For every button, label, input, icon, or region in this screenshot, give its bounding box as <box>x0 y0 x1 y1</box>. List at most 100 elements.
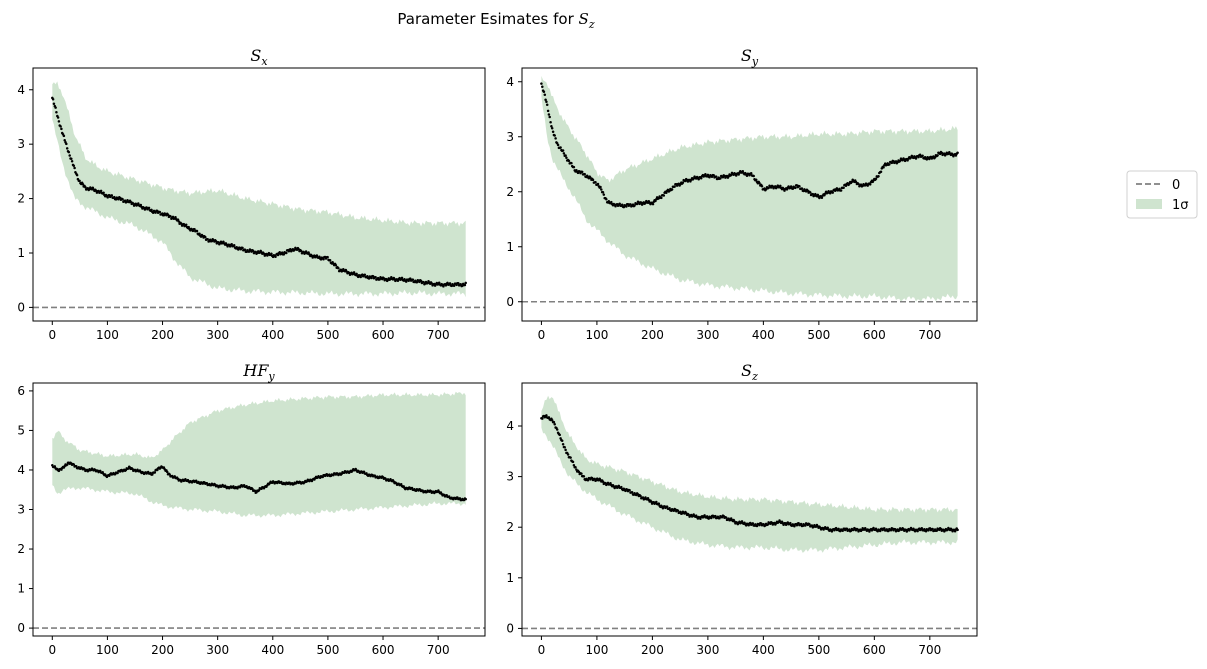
estimate-point <box>601 191 605 194</box>
estimate-point <box>681 181 685 184</box>
estimate-point <box>555 428 559 431</box>
plot-area <box>33 81 485 309</box>
estimate-point <box>601 480 605 483</box>
estimate-point <box>857 182 860 186</box>
x-tick-label: 500 <box>807 328 830 342</box>
estimate-point <box>882 166 885 169</box>
estimate-point <box>755 524 759 528</box>
estimate-point <box>676 509 680 512</box>
estimate-point <box>57 120 61 123</box>
estimate-point <box>921 154 924 157</box>
estimate-point <box>99 189 103 193</box>
estimate-point <box>193 227 196 231</box>
estimate-point <box>620 203 624 206</box>
estimate-point <box>182 222 186 226</box>
subplot-title-symbol: S <box>741 361 752 380</box>
estimate-point <box>359 275 362 279</box>
estimate-point <box>448 282 452 285</box>
estimate-point <box>574 465 577 469</box>
estimate-point <box>400 276 404 280</box>
estimate-point <box>841 529 844 533</box>
estimate-point <box>766 523 770 526</box>
estimate-point <box>842 186 845 190</box>
estimate-point <box>67 150 71 154</box>
estimate-point <box>561 149 565 152</box>
figure-title-text: Parameter Esimates for <box>397 10 578 28</box>
estimate-point <box>541 417 544 420</box>
x-tick-label: 400 <box>261 328 284 342</box>
estimate-point <box>564 448 567 452</box>
y-tick-label: 0 <box>17 621 25 635</box>
y-tick-label: 1 <box>506 240 514 254</box>
estimate-point <box>113 195 116 199</box>
x-tick-label: 0 <box>48 328 56 342</box>
estimate-series <box>51 96 467 288</box>
estimate-point <box>198 232 201 236</box>
estimate-point <box>866 184 869 187</box>
estimate-point <box>668 507 671 510</box>
estimate-point <box>808 523 811 526</box>
estimate-point <box>572 165 576 169</box>
estimate-point <box>326 255 329 259</box>
estimate-point <box>834 526 838 530</box>
y-tick-label: 4 <box>506 419 514 433</box>
estimate-point <box>883 527 886 530</box>
estimate-point <box>599 185 602 189</box>
plot-area <box>522 395 977 630</box>
estimate-point <box>602 193 606 196</box>
y-tick-label: 3 <box>17 137 25 151</box>
estimate-point <box>52 102 56 105</box>
estimate-point <box>657 502 661 505</box>
estimate-point <box>328 259 332 262</box>
estimate-point <box>924 529 928 533</box>
estimate-point <box>65 463 69 466</box>
estimate-point <box>561 443 565 446</box>
estimate-point <box>879 170 883 173</box>
y-tick-label: 2 <box>506 520 514 534</box>
y-tick-label: 0 <box>506 295 514 309</box>
estimate-point <box>554 137 557 140</box>
estimate-point <box>72 463 76 466</box>
estimate-point <box>804 524 807 527</box>
axes-frame <box>521 382 978 637</box>
estimate-point <box>552 420 556 424</box>
estimate-point <box>789 185 793 188</box>
sigma-band <box>52 81 466 298</box>
estimate-point <box>789 521 792 525</box>
estimate-series <box>540 414 959 533</box>
estimate-point <box>158 210 162 214</box>
estimate-point <box>580 170 584 174</box>
estimate-point <box>411 278 415 281</box>
legend-band-swatch <box>1136 199 1162 209</box>
estimate-point <box>956 528 959 532</box>
estimate-point <box>540 82 543 85</box>
estimate-point <box>137 202 140 205</box>
estimate-point <box>571 460 575 464</box>
estimate-point <box>541 85 544 88</box>
estimate-point <box>567 159 571 163</box>
y-tick-label: 2 <box>17 192 25 206</box>
x-tick-label: 300 <box>696 643 719 657</box>
x-tick-label: 200 <box>641 643 664 657</box>
estimate-point <box>628 488 631 492</box>
x-tick-label: 500 <box>316 643 339 657</box>
estimate-point <box>63 139 66 142</box>
estimate-point <box>800 187 804 190</box>
estimate-point <box>570 161 573 165</box>
estimate-point <box>177 220 181 223</box>
estimate-point <box>404 280 408 283</box>
estimate-point <box>830 530 834 533</box>
estimate-point <box>639 494 642 498</box>
estimate-point <box>106 196 109 199</box>
subplot-3: 0 100 200 300 400 500 600 700 0 1 2 3 4 5 6 HFy <box>17 361 486 657</box>
estimate-point <box>72 164 76 168</box>
estimate-point <box>274 255 277 258</box>
estimate-point <box>779 184 782 188</box>
estimate-point <box>799 522 803 526</box>
estimate-point <box>751 522 755 525</box>
estimate-point <box>914 157 918 160</box>
x-tick-label: 100 <box>96 643 119 657</box>
estimate-point <box>563 446 566 449</box>
estimate-point <box>102 191 105 194</box>
